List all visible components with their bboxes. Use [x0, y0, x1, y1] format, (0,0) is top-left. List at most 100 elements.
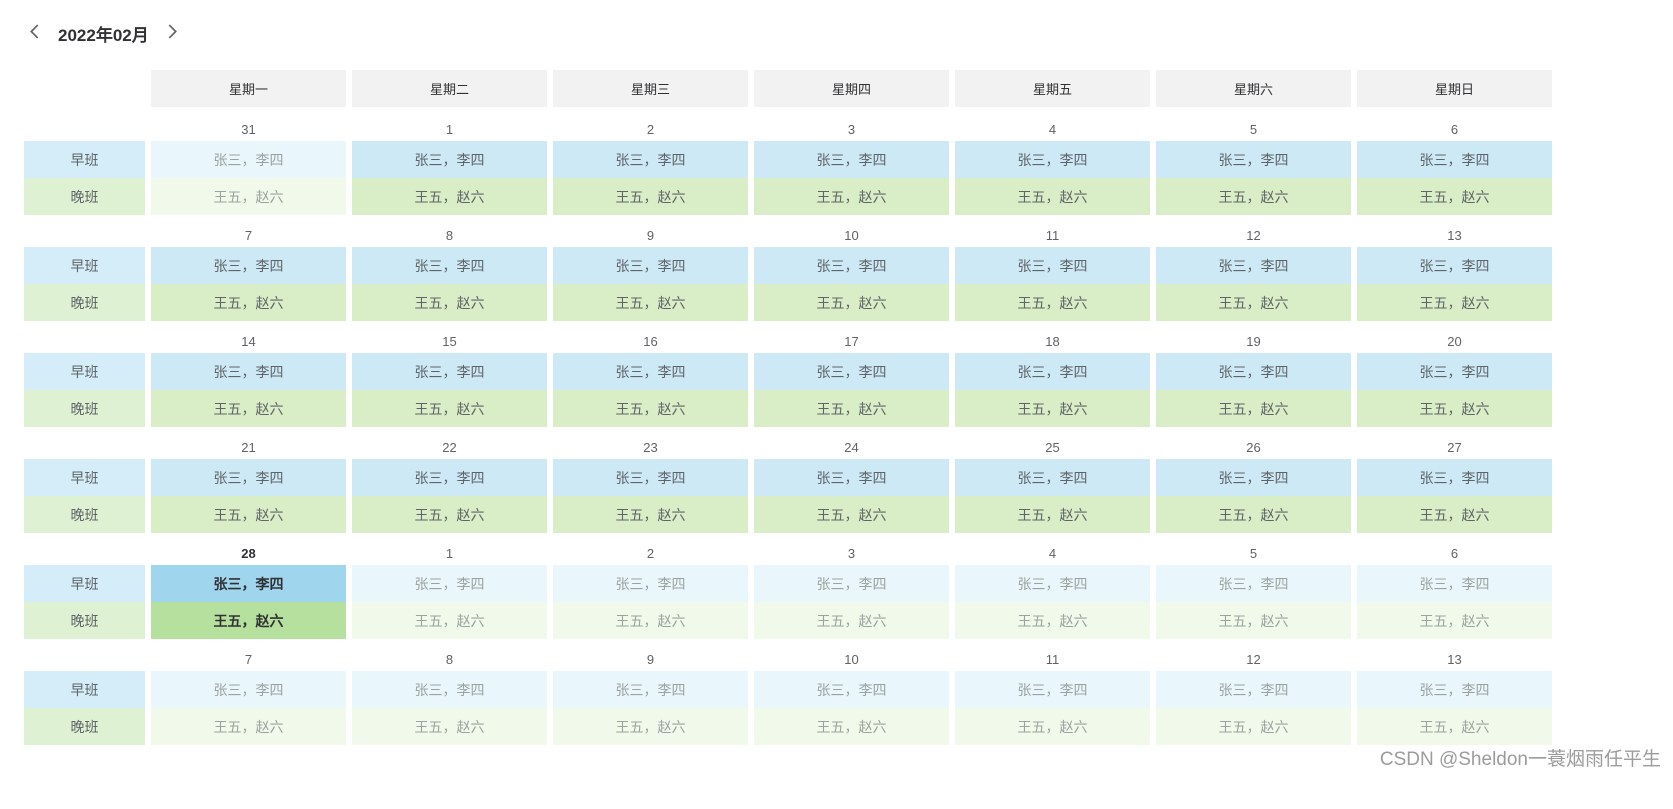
shift-cell[interactable]: 王五，赵六 [151, 284, 346, 321]
shift-cell[interactable]: 王五，赵六 [553, 390, 748, 427]
shift-cell[interactable]: 张三，李四 [553, 353, 748, 390]
date-cell: 5 [1249, 545, 1258, 561]
chevron-left-icon [28, 24, 41, 42]
date-cell: 12 [1246, 227, 1261, 243]
shift-cell[interactable]: 张三，李四 [955, 565, 1150, 602]
shift-cell[interactable]: 王五，赵六 [754, 284, 949, 321]
shift-label: 早班 [24, 247, 145, 284]
shift-cell[interactable]: 张三，李四 [955, 459, 1150, 496]
shift-cell[interactable]: 王五，赵六 [1156, 284, 1351, 321]
shift-cell[interactable]: 王五，赵六 [1357, 602, 1552, 639]
shift-cell[interactable]: 张三，李四 [352, 671, 547, 708]
shift-cell[interactable]: 张三，李四 [754, 141, 949, 178]
shift-cell[interactable]: 张三，李四 [151, 459, 346, 496]
row-spacer [24, 70, 145, 107]
shift-cell[interactable]: 王五，赵六 [352, 496, 547, 533]
shift-cell[interactable]: 张三，李四 [754, 247, 949, 284]
shift-cell[interactable]: 王五，赵六 [754, 178, 949, 215]
shift-cell[interactable]: 张三，李四 [553, 671, 748, 708]
shift-cell[interactable]: 王五，赵六 [553, 496, 748, 533]
shift-cell[interactable]: 张三，李四 [955, 141, 1150, 178]
shift-cell[interactable]: 张三，李四 [352, 353, 547, 390]
next-month-button[interactable] [162, 22, 183, 44]
shift-cell[interactable]: 张三，李四 [352, 565, 547, 602]
shift-cell[interactable]: 王五，赵六 [151, 496, 346, 533]
shift-cell[interactable]: 张三，李四 [553, 141, 748, 178]
shift-cell[interactable]: 王五，赵六 [1156, 496, 1351, 533]
shift-cell[interactable]: 张三，李四 [553, 459, 748, 496]
shift-cell[interactable]: 王五，赵六 [352, 602, 547, 639]
schedule-page: 2022年02月 星期一 星期二 星期三 星期四 星期五 星期六 星期日 31 1 2 3 4 5 6 早… [24, 22, 1673, 770]
shift-cell[interactable]: 王五，赵六 [955, 602, 1150, 639]
shift-cell[interactable]: 王五，赵六 [352, 284, 547, 321]
shift-cell[interactable]: 张三，李四 [151, 141, 346, 178]
date-cell: 6 [1450, 545, 1459, 561]
shift-cell[interactable]: 王五，赵六 [955, 390, 1150, 427]
shift-cell[interactable]: 张三，李四 [352, 247, 547, 284]
shift-cell[interactable]: 张三，李四 [955, 247, 1150, 284]
shift-cell[interactable]: 张三，李四 [1357, 671, 1552, 708]
shift-cell[interactable]: 张三，李四 [1357, 565, 1552, 602]
shift-cell[interactable]: 张三，李四 [1156, 565, 1351, 602]
prev-month-button[interactable] [24, 22, 45, 44]
shift-cell[interactable]: 张三，李四 [754, 353, 949, 390]
shift-cell[interactable]: 张三，李四 [1357, 353, 1552, 390]
shift-cell[interactable]: 王五，赵六 [151, 178, 346, 215]
shift-cell[interactable]: 张三，李四 [1156, 247, 1351, 284]
shift-cell[interactable]: 张三，李四 [1156, 353, 1351, 390]
shift-cell[interactable]: 张三，李四 [754, 671, 949, 708]
shift-cell[interactable]: 王五，赵六 [1156, 602, 1351, 639]
shift-cell[interactable]: 张三，李四 [151, 565, 346, 602]
shift-cell[interactable]: 王五，赵六 [151, 602, 346, 639]
shift-cell[interactable]: 王五，赵六 [754, 602, 949, 639]
shift-cell[interactable]: 张三，李四 [1357, 141, 1552, 178]
shift-cell[interactable]: 王五，赵六 [553, 602, 748, 639]
shift-cell[interactable]: 王五，赵六 [151, 390, 346, 427]
shift-cell[interactable]: 王五，赵六 [1357, 708, 1552, 745]
shift-cell[interactable]: 张三，李四 [754, 565, 949, 602]
shift-cell[interactable]: 王五，赵六 [352, 708, 547, 745]
shift-cell[interactable]: 王五，赵六 [352, 390, 547, 427]
date-cell: 12 [1246, 651, 1261, 667]
shift-cell[interactable]: 张三，李四 [1156, 141, 1351, 178]
shift-cell[interactable]: 王五，赵六 [754, 390, 949, 427]
shift-label: 晚班 [24, 390, 145, 427]
shift-cell[interactable]: 张三，李四 [955, 671, 1150, 708]
shift-cell[interactable]: 张三，李四 [151, 671, 346, 708]
shift-cell[interactable]: 王五，赵六 [1357, 284, 1552, 321]
shift-cell[interactable]: 王五，赵六 [754, 496, 949, 533]
shift-cell[interactable]: 张三，李四 [151, 247, 346, 284]
week-block: 14 15 16 17 18 19 20 早班 张三，李四 张三，李四 张三，李四 张三，李四 张三，李… [24, 329, 1673, 427]
date-cell: 21 [241, 439, 256, 455]
shift-cell[interactable]: 张三，李四 [553, 565, 748, 602]
shift-cell[interactable]: 张三，李四 [352, 459, 547, 496]
shift-cell[interactable]: 张三，李四 [151, 353, 346, 390]
shift-cell[interactable]: 王五，赵六 [352, 178, 547, 215]
shift-cell[interactable]: 王五，赵六 [1357, 178, 1552, 215]
shift-cell[interactable]: 王五，赵六 [955, 708, 1150, 745]
shift-cell[interactable]: 王五，赵六 [553, 178, 748, 215]
date-cell: 10 [844, 227, 859, 243]
shift-cell[interactable]: 王五，赵六 [1156, 708, 1351, 745]
date-row: 14 15 16 17 18 19 20 [24, 329, 1673, 353]
shift-cell[interactable]: 王五，赵六 [553, 708, 748, 745]
shift-cell[interactable]: 王五，赵六 [1156, 390, 1351, 427]
shift-cell[interactable]: 王五，赵六 [955, 496, 1150, 533]
shift-cell[interactable]: 张三，李四 [553, 247, 748, 284]
shift-cell[interactable]: 张三，李四 [1156, 459, 1351, 496]
shift-cell[interactable]: 张三，李四 [352, 141, 547, 178]
shift-row: 晚班 王五，赵六 王五，赵六 王五，赵六 王五，赵六 王五，赵六 王五，赵六 王五，赵六 [24, 390, 1673, 427]
shift-cell[interactable]: 王五，赵六 [1156, 178, 1351, 215]
shift-cell[interactable]: 张三，李四 [1156, 671, 1351, 708]
shift-cell[interactable]: 王五，赵六 [1357, 496, 1552, 533]
shift-cell[interactable]: 张三，李四 [1357, 459, 1552, 496]
shift-cell[interactable]: 王五，赵六 [151, 708, 346, 745]
shift-cell[interactable]: 王五，赵六 [955, 178, 1150, 215]
shift-cell[interactable]: 王五，赵六 [754, 708, 949, 745]
shift-cell[interactable]: 王五，赵六 [955, 284, 1150, 321]
shift-cell[interactable]: 王五，赵六 [1357, 390, 1552, 427]
shift-cell[interactable]: 王五，赵六 [553, 284, 748, 321]
shift-cell[interactable]: 张三，李四 [754, 459, 949, 496]
shift-cell[interactable]: 张三，李四 [955, 353, 1150, 390]
shift-cell[interactable]: 张三，李四 [1357, 247, 1552, 284]
